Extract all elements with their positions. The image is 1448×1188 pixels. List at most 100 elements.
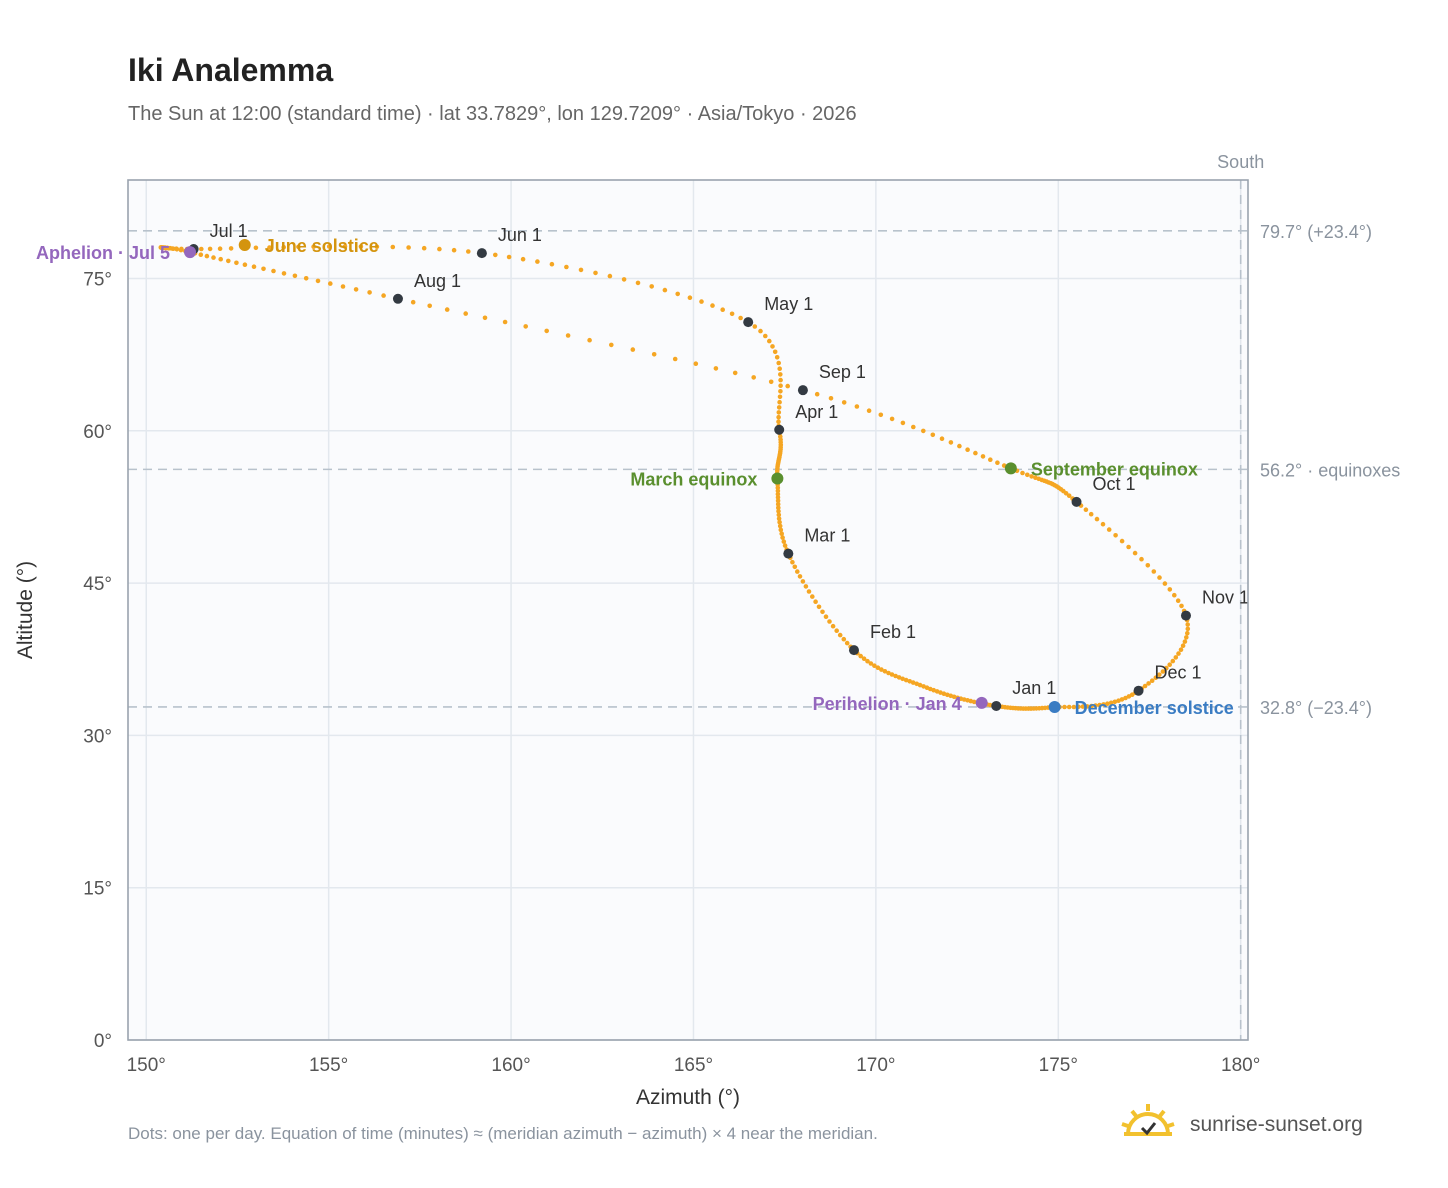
daily-dot — [830, 623, 836, 629]
daily-dot — [775, 498, 781, 504]
daily-dot — [780, 535, 785, 540]
daily-dot — [174, 247, 180, 252]
daily-dot — [1066, 493, 1072, 499]
month-label: Dec 1 — [1155, 663, 1202, 683]
daily-dot — [1132, 550, 1138, 556]
daily-dot — [776, 505, 781, 511]
daily-dot — [900, 676, 905, 682]
daily-dot — [790, 559, 795, 565]
daily-dot — [778, 383, 783, 389]
daily-dot — [752, 324, 758, 329]
daily-dot — [675, 291, 680, 297]
y-axis-label: Altitude (°) — [14, 561, 37, 659]
daily-dot — [251, 264, 257, 270]
daily-dot — [776, 509, 781, 514]
daily-dot — [198, 252, 204, 257]
daily-dot — [777, 366, 782, 372]
daily-dot — [820, 609, 825, 615]
daily-dot — [353, 287, 359, 292]
daily-dot — [1116, 698, 1121, 703]
daily-dot — [204, 253, 210, 259]
daily-dot — [776, 414, 781, 420]
chart-title: Iki Analemma — [128, 52, 334, 88]
month-label: Mar 1 — [804, 526, 850, 546]
daily-dot — [889, 672, 895, 677]
daily-dot — [782, 543, 788, 548]
special-point-label: Aphelion · Jul 5 — [36, 243, 170, 263]
daily-dot — [171, 246, 176, 251]
special-point-marker — [1004, 462, 1017, 475]
daily-dot — [218, 256, 223, 262]
brand-name: sunrise-sunset.org — [1190, 1113, 1363, 1136]
daily-dot — [889, 416, 895, 422]
daily-dot — [1149, 678, 1155, 683]
daily-dot — [710, 303, 715, 308]
daily-dot — [866, 408, 872, 414]
daily-dot — [800, 579, 806, 584]
month-label: May 1 — [764, 294, 813, 314]
daily-dot — [1097, 702, 1102, 708]
reference-line-label: 79.7° (+23.4°) — [1260, 222, 1372, 242]
daily-dot — [1146, 681, 1151, 686]
daily-dot — [1126, 544, 1131, 550]
daily-dot — [315, 278, 321, 284]
reference-line-label: 32.8° (−23.4°) — [1260, 698, 1372, 718]
daily-dot — [199, 246, 204, 252]
daily-dot — [816, 604, 822, 610]
daily-dot — [777, 520, 782, 525]
daily-dot — [587, 337, 592, 343]
daily-dot — [1119, 697, 1125, 702]
daily-dot — [1106, 527, 1112, 532]
daily-dot — [267, 245, 272, 250]
daily-dot — [520, 256, 526, 262]
daily-dot — [381, 293, 386, 298]
daily-dot — [813, 599, 818, 604]
daily-dot — [965, 447, 970, 453]
daily-dot — [482, 315, 488, 321]
daily-dot — [261, 266, 266, 272]
chart-subtitle: The Sun at 12:00 (standard time) · lat 3… — [128, 103, 857, 125]
month-marker — [1071, 496, 1082, 507]
daily-dot — [797, 574, 803, 579]
daily-dot — [957, 443, 962, 449]
daily-dot — [535, 259, 540, 264]
special-point-marker — [184, 246, 197, 259]
daily-dot — [1157, 672, 1162, 677]
daily-dot — [980, 454, 986, 459]
daily-dot — [785, 383, 790, 389]
daily-dot — [939, 436, 945, 442]
daily-dot — [296, 244, 301, 250]
daily-dot — [1123, 695, 1128, 701]
daily-dot — [907, 679, 912, 684]
daily-dot — [1080, 704, 1086, 709]
daily-dot — [841, 636, 847, 642]
daily-dot — [1167, 662, 1172, 667]
month-label: Sep 1 — [819, 362, 866, 382]
daily-dot — [1164, 665, 1169, 671]
daily-dot — [1108, 700, 1114, 706]
special-point-marker — [238, 238, 251, 251]
daily-dot — [828, 396, 834, 401]
daily-dot — [778, 527, 784, 533]
daily-dot — [178, 247, 184, 253]
month-label: Jul 1 — [210, 221, 248, 241]
daily-dot — [930, 432, 936, 438]
plot-area — [128, 180, 1248, 1040]
daily-dot — [544, 328, 549, 334]
daily-dot — [775, 502, 781, 507]
daily-dot — [1112, 699, 1118, 705]
daily-dot — [607, 273, 613, 279]
daily-dot — [868, 661, 874, 666]
daily-dot — [1071, 704, 1077, 710]
daily-dot — [328, 281, 333, 286]
daily-dot — [211, 255, 216, 260]
y-tick-label: 15° — [83, 879, 112, 900]
daily-dot — [1105, 701, 1110, 706]
daily-dot — [1185, 630, 1190, 636]
sun-logo-icon — [1121, 1104, 1175, 1136]
daily-dot — [463, 311, 469, 316]
daily-dot — [649, 284, 654, 289]
daily-dot — [1025, 472, 1030, 478]
daily-dot — [651, 352, 657, 357]
daily-dot — [326, 244, 332, 249]
